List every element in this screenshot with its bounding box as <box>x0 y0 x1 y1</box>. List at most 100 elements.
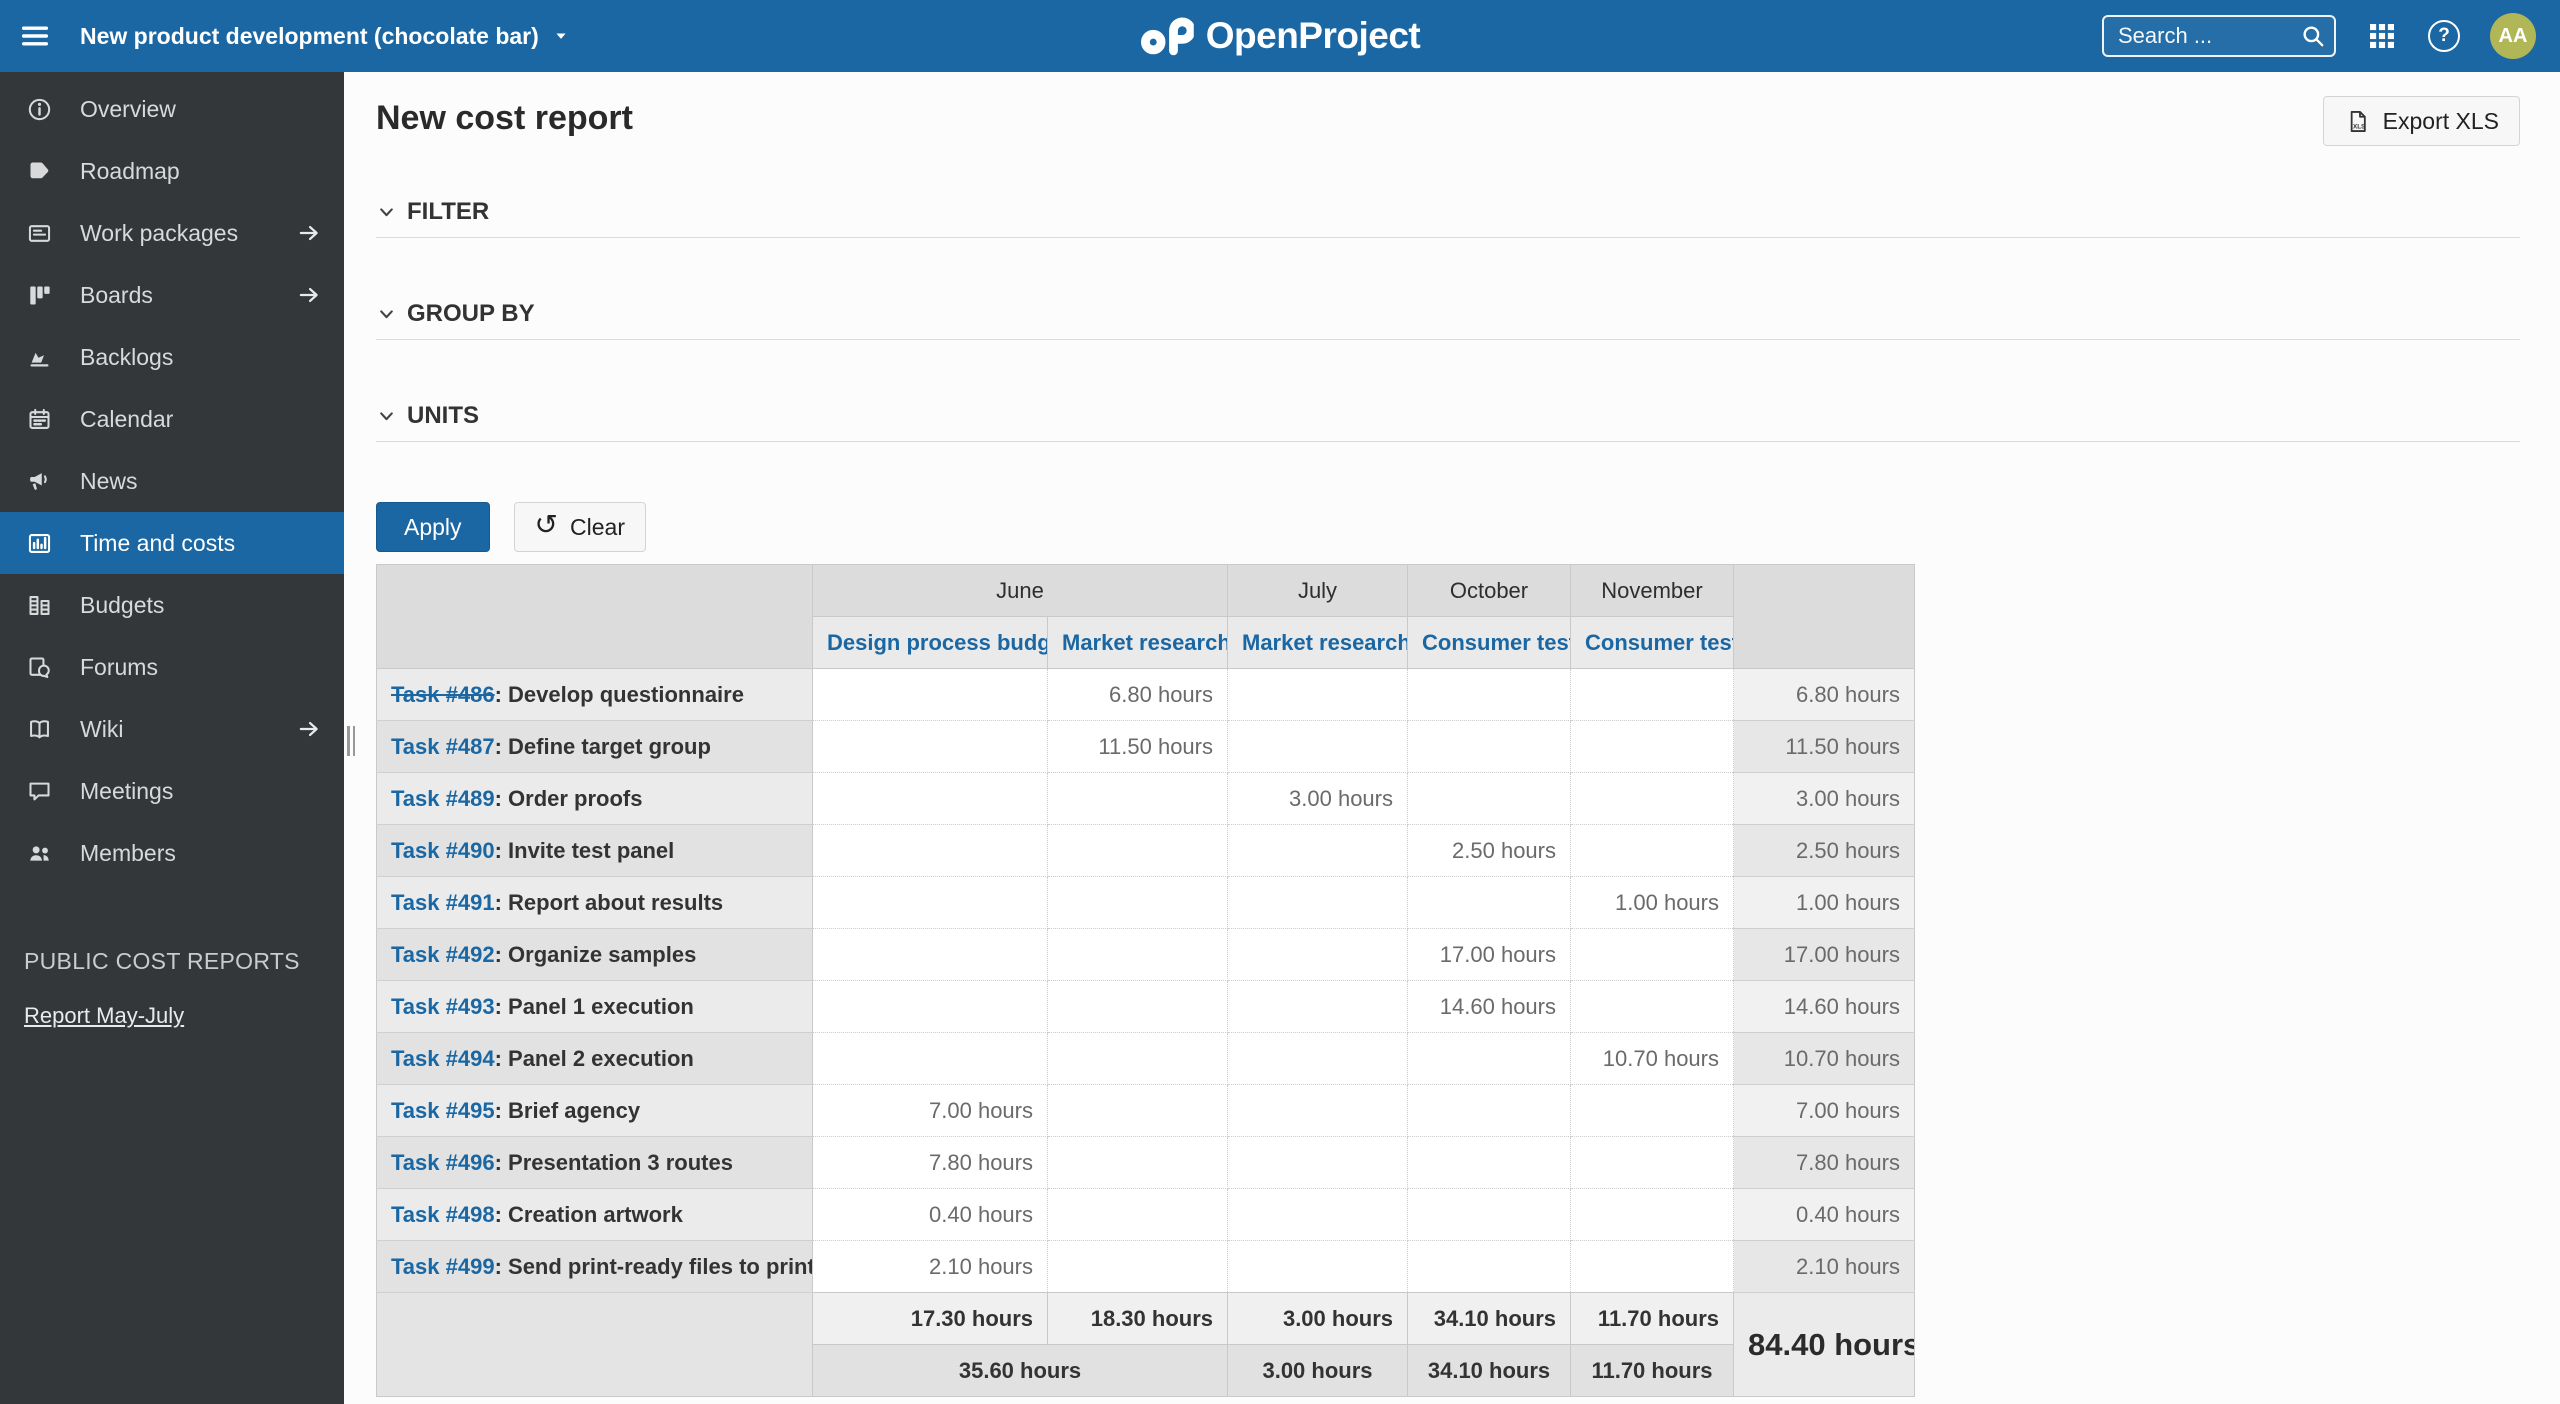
column-total-cell: 34.10 hours <box>1407 1292 1571 1345</box>
sidebar-item-backlogs[interactable]: Backlogs <box>0 326 344 388</box>
cost-type-link[interactable]: Market research <box>1062 629 1228 655</box>
hours-cell <box>1227 1084 1408 1137</box>
sidebar-item-members[interactable]: Members <box>0 822 344 884</box>
task-link[interactable]: Task #494 <box>391 1045 495 1071</box>
task-link[interactable]: Task #499 <box>391 1253 495 1279</box>
work-packages-icon <box>28 224 51 242</box>
hours-cell <box>1407 1240 1571 1293</box>
hours-cell <box>1570 980 1734 1033</box>
grand-total-cell: 84.40 hours <box>1733 1292 1915 1397</box>
hours-cell <box>812 772 1048 825</box>
units-section-toggle[interactable]: UNITS <box>376 402 479 430</box>
task-description: : Presentation 3 routes <box>494 1149 733 1175</box>
undo-icon: ↺ <box>534 509 559 540</box>
hours-cell <box>1227 1240 1408 1293</box>
hours-cell <box>1570 772 1734 825</box>
sidebar-item-work-packages[interactable]: Work packages <box>0 202 344 264</box>
hours-cell: 2.10 hours <box>812 1240 1048 1293</box>
footer-corner-cell <box>376 1292 813 1397</box>
total-column-header <box>1733 564 1915 669</box>
hours-cell: 17.00 hours <box>1407 928 1571 981</box>
hours-cell <box>1227 876 1408 929</box>
task-link[interactable]: Task #486 <box>391 681 495 707</box>
cost-type-link[interactable]: Consumer test <box>1422 629 1571 655</box>
sidebar-item-wiki[interactable]: Wiki <box>0 698 344 760</box>
task-link[interactable]: Task #491 <box>391 889 495 915</box>
info-icon <box>28 98 51 120</box>
project-selector[interactable]: New product development (chocolate bar) <box>80 23 571 50</box>
column-totals-row: 17.30 hours 18.30 hours 3.00 hours 34.10 ho… <box>376 1292 1915 1397</box>
sidebar-item-meetings[interactable]: Meetings <box>0 760 344 822</box>
search-input[interactable] <box>2102 15 2336 57</box>
sidebar-item-news[interactable]: News <box>0 450 344 512</box>
column-total-cell: 17.30 hours <box>812 1292 1048 1345</box>
hours-cell <box>1047 1136 1228 1189</box>
month-totals-row: 35.60 hours 3.00 hours 34.10 hours 11.70 ho… <box>377 1344 1915 1397</box>
chevron-down-icon <box>556 33 566 39</box>
hours-cell <box>1407 720 1571 773</box>
hours-cell <box>812 928 1048 981</box>
sidebar-item-roadmap[interactable]: Roadmap <box>0 140 344 202</box>
hours-cell <box>812 824 1048 877</box>
hours-cell <box>812 1032 1048 1085</box>
hours-cell <box>1227 668 1408 721</box>
project-selector-label: New product development (chocolate bar) <box>80 22 539 49</box>
hours-cell <box>812 876 1048 929</box>
hours-cell <box>1407 1084 1571 1137</box>
backlogs-icon <box>30 352 49 366</box>
sidebar-item-overview[interactable]: Overview <box>0 78 344 140</box>
sidebar-resize-handle[interactable] <box>347 726 356 756</box>
meetings-icon <box>29 782 50 800</box>
menu-icon[interactable] <box>18 19 52 53</box>
task-link[interactable]: Task #492 <box>391 941 495 967</box>
export-xls-label: Export XLS <box>2382 107 2499 134</box>
row-total-cell: 11.50 hours <box>1733 720 1915 773</box>
hours-cell <box>1227 1032 1408 1085</box>
cost-type-header: Design process budget <box>812 616 1048 669</box>
arrow-right-icon[interactable] <box>296 282 322 308</box>
arrow-right-icon[interactable] <box>296 716 322 742</box>
sidebar-item-label: Members <box>80 839 176 866</box>
sidebar-item-forums[interactable]: Forums <box>0 636 344 698</box>
sidebar-item-boards[interactable]: Boards <box>0 264 344 326</box>
task-link[interactable]: Task #498 <box>391 1201 495 1227</box>
arrow-right-icon[interactable] <box>296 220 322 246</box>
task-link[interactable]: Task #489 <box>391 785 495 811</box>
task-link[interactable]: Task #490 <box>391 837 495 863</box>
clear-button[interactable]: ↺ Clear <box>513 502 646 552</box>
group-by-section-toggle[interactable]: GROUP BY <box>376 300 535 328</box>
task-link[interactable]: Task #496 <box>391 1149 495 1175</box>
help-icon[interactable]: ? <box>2428 20 2460 52</box>
task-link[interactable]: Task #495 <box>391 1097 495 1123</box>
row-total-cell: 0.40 hours <box>1733 1188 1915 1241</box>
cost-type-link[interactable]: Market research <box>1242 629 1408 655</box>
task-link[interactable]: Task #493 <box>391 993 495 1019</box>
search-icon[interactable] <box>2300 23 2326 49</box>
report-may-july-link[interactable]: Report May-July <box>24 1003 185 1028</box>
cost-type-link[interactable]: Consumer test <box>1585 629 1734 655</box>
wiki-icon <box>30 719 49 738</box>
openproject-logo[interactable]: OpenProject <box>1140 0 1421 72</box>
hours-cell <box>1407 876 1571 929</box>
sidebar-item-time-and-costs[interactable]: Time and costs <box>0 512 344 574</box>
hours-cell: 7.80 hours <box>812 1136 1048 1189</box>
sidebar-item-budgets[interactable]: Budgets <box>0 574 344 636</box>
sidebar-item-label: Overview <box>80 95 176 122</box>
filter-section-toggle[interactable]: FILTER <box>376 198 489 226</box>
task-link[interactable]: Task #487 <box>391 733 495 759</box>
task-name-cell: Task #491: Report about results <box>376 876 813 929</box>
export-xls-button[interactable]: XLS Export XLS <box>2322 96 2520 146</box>
apply-button[interactable]: Apply <box>376 502 490 552</box>
month-total-cell: 11.70 hours <box>1570 1344 1734 1397</box>
openproject-logo-text: OpenProject <box>1205 15 1421 56</box>
cost-type-link[interactable]: Design process budget <box>827 629 1048 655</box>
avatar[interactable]: AA <box>2490 13 2536 59</box>
task-description: : Order proofs <box>494 785 643 811</box>
xls-file-icon: XLS <box>2350 110 2366 132</box>
month-header-october: October <box>1407 564 1571 617</box>
sidebar-item-calendar[interactable]: Calendar <box>0 388 344 450</box>
sidebar-item-label: Roadmap <box>80 157 180 184</box>
hours-cell: 0.40 hours <box>812 1188 1048 1241</box>
modules-grid-icon[interactable] <box>2366 20 2398 52</box>
openproject-logo-mark <box>1141 17 1194 56</box>
